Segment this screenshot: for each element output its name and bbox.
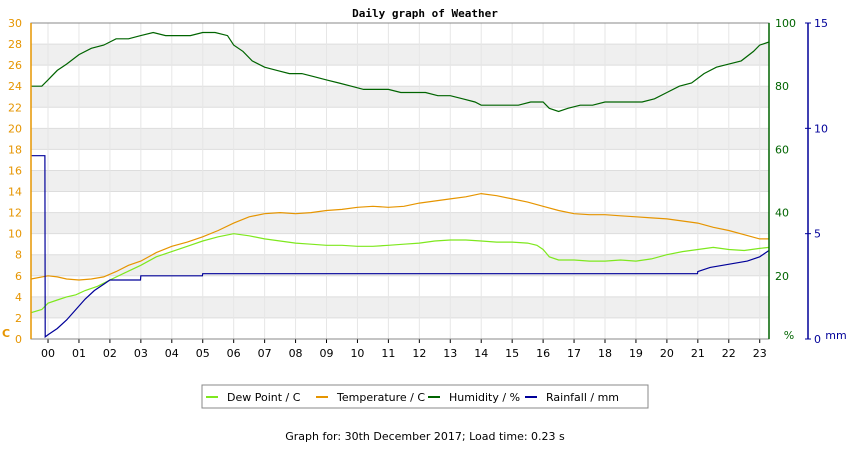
left-tick-label: 18 xyxy=(8,143,22,156)
left-tick-label: 12 xyxy=(8,207,22,220)
humidity-tick-label: 80 xyxy=(775,80,789,93)
x-tick-label: 01 xyxy=(72,347,86,360)
background-band xyxy=(31,275,769,297)
background-band xyxy=(31,254,769,276)
x-tick-label: 06 xyxy=(227,347,241,360)
x-tick-label: 22 xyxy=(722,347,736,360)
series-lines xyxy=(30,31,770,339)
left-tick-label: 30 xyxy=(8,17,22,30)
left-axis-unit-label: C xyxy=(2,327,10,340)
humidity-tick-label: 100 xyxy=(775,17,796,30)
humidity-tick-label: 20 xyxy=(775,270,789,283)
x-tick-label: 10 xyxy=(350,347,364,360)
background-band xyxy=(31,170,769,192)
background-band xyxy=(31,44,769,66)
background-band xyxy=(31,65,769,87)
left-tick-label: 4 xyxy=(15,291,22,304)
x-tick-label: 09 xyxy=(320,347,334,360)
x-tick-label: 14 xyxy=(474,347,488,360)
humidity-tick-label: 60 xyxy=(775,143,789,156)
tick-labels: 0246810121416182022242628302040608010005… xyxy=(8,17,828,360)
x-tick-label: 13 xyxy=(443,347,457,360)
humidity-legend-label: Humidity / % xyxy=(449,391,520,404)
x-tick-label: 21 xyxy=(691,347,705,360)
background-band xyxy=(31,149,769,171)
left-tick-label: 10 xyxy=(8,228,22,241)
x-tick-label: 19 xyxy=(629,347,643,360)
background-band xyxy=(31,212,769,234)
background-band xyxy=(31,296,769,318)
rainfall-axis-unit-label: mm xyxy=(825,329,846,342)
axes xyxy=(30,22,811,343)
dew-point-legend-label: Dew Point / C xyxy=(227,391,301,404)
x-tick-label: 03 xyxy=(134,347,148,360)
left-tick-label: 22 xyxy=(8,101,22,114)
background-band xyxy=(31,86,769,108)
left-tick-label: 8 xyxy=(15,249,22,262)
rainfall-line xyxy=(31,155,770,339)
left-tick-label: 2 xyxy=(15,312,22,325)
x-tick-label: 16 xyxy=(536,347,550,360)
rainfall-tick-label: 10 xyxy=(814,122,828,135)
x-tick-label: 08 xyxy=(289,347,303,360)
background-band xyxy=(31,191,769,213)
x-tick-label: 17 xyxy=(567,347,581,360)
chart-title: Daily graph of Weather xyxy=(352,7,498,20)
left-tick-label: 28 xyxy=(8,38,22,51)
footer-info: Graph for: 30th December 2017; Load time… xyxy=(285,430,565,443)
x-tick-label: 11 xyxy=(381,347,395,360)
background-band xyxy=(31,23,769,45)
x-tick-label: 04 xyxy=(165,347,179,360)
rainfall-legend-label: Rainfall / mm xyxy=(546,391,619,404)
background-band xyxy=(31,128,769,150)
x-tick-label: 15 xyxy=(505,347,519,360)
x-tick-label: 05 xyxy=(196,347,210,360)
rainfall-tick-label: 0 xyxy=(814,333,821,346)
x-tick-label: 18 xyxy=(598,347,612,360)
left-tick-label: 14 xyxy=(8,186,22,199)
left-tick-label: 24 xyxy=(8,80,22,93)
legend: Dew Point / C Temperature / C Humidity / %… xyxy=(201,384,649,409)
temperature-legend-label: Temperature / C xyxy=(336,391,425,404)
humidity-tick-label: 40 xyxy=(775,207,789,220)
left-tick-label: 16 xyxy=(8,164,22,177)
left-tick-label: 6 xyxy=(15,270,22,283)
left-tick-label: 26 xyxy=(8,59,22,72)
x-tick-label: 07 xyxy=(258,347,272,360)
dew-point-line xyxy=(30,233,770,314)
x-tick-label: 23 xyxy=(753,347,767,360)
x-tick-label: 20 xyxy=(660,347,674,360)
legend-box xyxy=(201,384,649,409)
plot-background-bands xyxy=(31,23,769,339)
rainfall-tick-label: 5 xyxy=(814,228,821,241)
humidity-line xyxy=(31,31,770,113)
temperature-line xyxy=(30,192,769,281)
x-tick-label: 00 xyxy=(41,347,55,360)
left-tick-label: 0 xyxy=(15,333,22,346)
left-tick-label: 20 xyxy=(8,122,22,135)
rainfall-tick-label: 15 xyxy=(814,17,828,30)
x-tick-label: 02 xyxy=(103,347,117,360)
background-band xyxy=(31,107,769,129)
background-band xyxy=(31,317,769,339)
humidity-axis-unit-label: % xyxy=(784,329,794,342)
x-tick-label: 12 xyxy=(412,347,426,360)
